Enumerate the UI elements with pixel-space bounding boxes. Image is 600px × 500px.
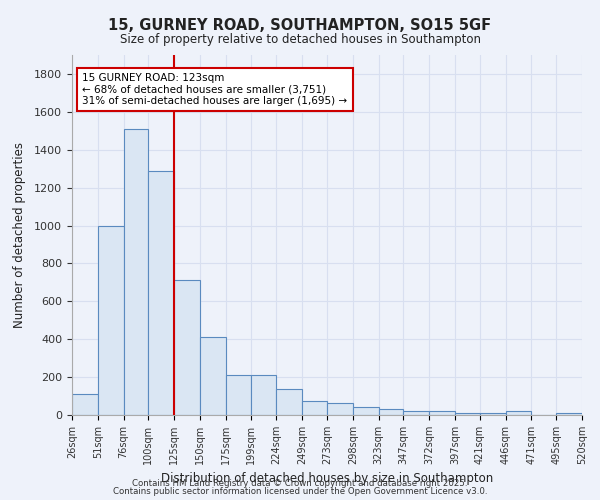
Bar (148, 170, 174, 415)
Bar (403, 411, 429, 415)
Bar (277, 390, 302, 415)
Bar (327, 402, 353, 415)
Text: 15 GURNEY ROAD: 123sqm
← 68% of detached houses are smaller (3,751)
31% of semi-: 15 GURNEY ROAD: 123sqm ← 68% of detached… (82, 73, 347, 106)
Text: Contains public sector information licensed under the Open Government Licence v3: Contains public sector information licen… (113, 487, 487, 496)
Bar (124, 129, 148, 415)
Bar (98, 226, 124, 415)
Bar (353, 408, 379, 415)
Bar (302, 401, 327, 415)
Bar (200, 338, 226, 415)
X-axis label: Distribution of detached houses by size in Southampton: Distribution of detached houses by size … (161, 472, 493, 486)
Bar (480, 414, 506, 415)
Text: Contains HM Land Registry data © Crown copyright and database right 2025.: Contains HM Land Registry data © Crown c… (132, 478, 468, 488)
Text: 15, GURNEY ROAD, SOUTHAMPTON, SO15 5GF: 15, GURNEY ROAD, SOUTHAMPTON, SO15 5GF (109, 18, 491, 32)
Text: Size of property relative to detached houses in Southampton: Size of property relative to detached ho… (119, 32, 481, 46)
Bar (226, 375, 251, 415)
Y-axis label: Number of detached properties: Number of detached properties (13, 142, 26, 328)
Bar (506, 411, 532, 415)
Bar (455, 413, 480, 415)
Bar (429, 411, 455, 415)
Bar (379, 410, 403, 415)
Bar (174, 280, 200, 415)
Bar (556, 414, 582, 415)
Bar (72, 394, 98, 415)
Bar (251, 375, 277, 415)
